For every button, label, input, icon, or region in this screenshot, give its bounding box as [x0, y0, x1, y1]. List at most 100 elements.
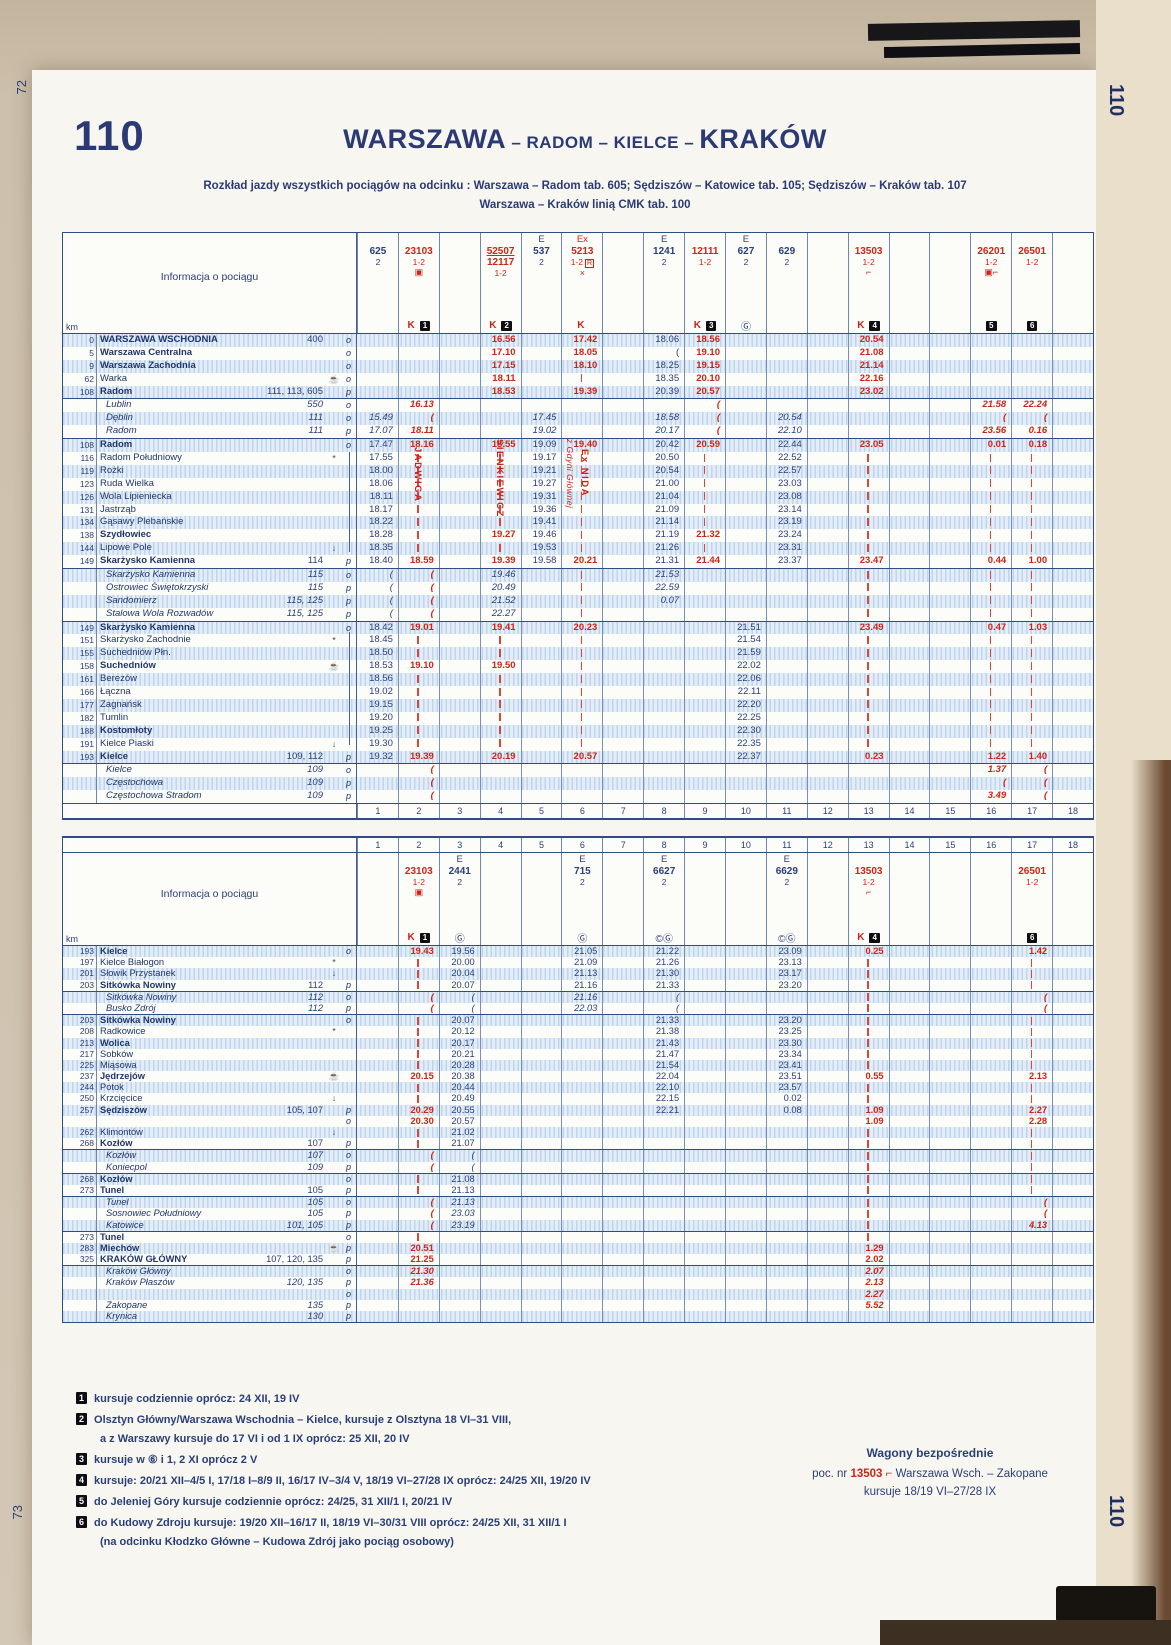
time-cell — [357, 1105, 398, 1116]
station-name: Gąsawy Plebańskie — [100, 516, 184, 528]
footnote: 3 kursuje w ⑥ i 1, 2 XI oprócz 2 V — [76, 1451, 806, 1470]
time-cell — [602, 711, 643, 725]
time-cell — [806, 777, 848, 791]
non-stop-dash — [867, 479, 869, 488]
time-cell — [1011, 1231, 1052, 1243]
time-cell — [643, 750, 684, 764]
time-cell: 17.45 — [520, 412, 562, 426]
footnote: 6 do Kudowy Zdroju kursuje: 19/20 XII–16/… — [76, 1514, 806, 1552]
class-label: 1-2 — [862, 257, 875, 267]
station-row: Stalowa Wola Rozwadów 115, 125 p((22.27 — [63, 607, 1093, 621]
time-cell — [847, 452, 889, 465]
time-cell — [397, 1015, 439, 1027]
time-cell: 20.42 — [643, 439, 684, 453]
time-cell — [847, 1184, 889, 1197]
train-column-23103: 23103 1-2 ▣ K 1 — [397, 853, 439, 945]
non-stop-dash — [989, 726, 992, 735]
time-cell: ( — [1011, 1208, 1052, 1220]
arrival-departure-letter: p — [341, 790, 357, 804]
time-cell — [929, 764, 970, 778]
time-cell — [970, 1115, 1011, 1128]
non-stop-dash — [417, 1139, 419, 1148]
station-name-cell: Lipowe Pole — [97, 542, 327, 555]
arrival-departure-letter — [341, 464, 357, 478]
time-cell — [888, 1197, 930, 1209]
time-cell: 2.13 — [847, 1277, 889, 1289]
station-name-cell: Kielce Piaski — [97, 738, 327, 751]
time-cell — [806, 1173, 848, 1185]
station-name-cell: Wolica — [97, 1038, 327, 1049]
time-cell: 19.15 — [684, 359, 725, 373]
train-number: 715 — [574, 866, 591, 877]
time-cell: 23.41 — [765, 1059, 807, 1072]
non-stop-dash — [867, 635, 869, 644]
time-cell: 19.09 — [520, 439, 562, 453]
k-mark: K — [407, 320, 415, 331]
time-cell — [765, 1115, 807, 1128]
run-days-symbol: Ⓖ — [577, 934, 588, 945]
station-name-cell: Kozłów — [97, 1174, 327, 1185]
non-stop-dash — [989, 543, 992, 552]
class-label: 2 — [743, 257, 749, 267]
station-row: Tunel 105 o(21.13( — [63, 1196, 1093, 1209]
time-cell: ( — [1011, 1002, 1052, 1015]
time-cell — [725, 1219, 766, 1231]
footnote: 5 do Jeleniej Góry kursuje codziennie opr… — [76, 1493, 806, 1512]
train-number: 26501 — [1018, 866, 1047, 877]
time-cell — [806, 594, 848, 608]
time-cell — [888, 581, 930, 595]
time-cell — [602, 957, 643, 969]
non-stop-dash — [1030, 1050, 1033, 1059]
time-cell — [643, 1277, 684, 1289]
time-cell — [520, 1197, 562, 1209]
non-stop-dash — [1030, 969, 1033, 978]
time-cell: 18.56 — [684, 334, 725, 347]
time-cell — [520, 634, 562, 648]
footnote-number-box: 6 — [76, 1516, 88, 1528]
non-stop-dash — [417, 1027, 419, 1036]
time-cell: 19.39 — [479, 555, 521, 569]
time-cell — [929, 490, 970, 504]
time-cell — [888, 777, 930, 791]
time-cell — [479, 1115, 521, 1128]
time-cell — [397, 372, 439, 386]
time-cell: ( — [397, 764, 439, 778]
class-label: 1-2 — [1026, 877, 1039, 887]
km-value — [63, 1161, 97, 1173]
train-column-537: E 537 2 — [520, 233, 562, 333]
time-cell — [806, 359, 848, 373]
time-cell — [1052, 1093, 1093, 1105]
non-stop-dash — [867, 687, 869, 696]
train-column-627: E 627 2 Ⓖ — [725, 233, 766, 333]
arrival-departure-letter: p — [341, 1254, 357, 1266]
time-cell — [520, 1254, 562, 1266]
time-cell — [643, 1127, 684, 1139]
time-cell — [1052, 399, 1093, 413]
km-value — [63, 425, 97, 439]
k-mark: K — [857, 932, 865, 943]
time-cell — [357, 334, 398, 347]
time-cell — [479, 686, 521, 699]
time-cell — [397, 464, 439, 478]
time-cell — [765, 334, 807, 347]
time-cell — [929, 607, 970, 621]
time-cell — [520, 1311, 562, 1323]
train-header-row: Informacja o pociągu km 625 2 23103 1-2 ▣ K 1 525… — [63, 233, 1093, 334]
km-label: km — [66, 322, 78, 332]
km-value — [63, 1197, 97, 1209]
non-stop-dash — [867, 726, 869, 735]
time-cell — [929, 1015, 970, 1027]
non-stop-dash — [867, 993, 869, 1002]
time-cell — [970, 1219, 1011, 1231]
time-cell — [397, 1037, 439, 1049]
time-cell — [561, 1173, 602, 1185]
run-days-symbol: ©Ⓖ — [778, 934, 796, 945]
time-cell: 23.03 — [765, 477, 807, 491]
station-name: Ostrowiec Świętokrzyski — [106, 581, 209, 593]
train-name-vertical: z Gdyni Głównej — [565, 439, 575, 509]
time-cell — [725, 490, 766, 504]
time-cell — [1052, 334, 1093, 347]
time-cell — [847, 1026, 889, 1038]
